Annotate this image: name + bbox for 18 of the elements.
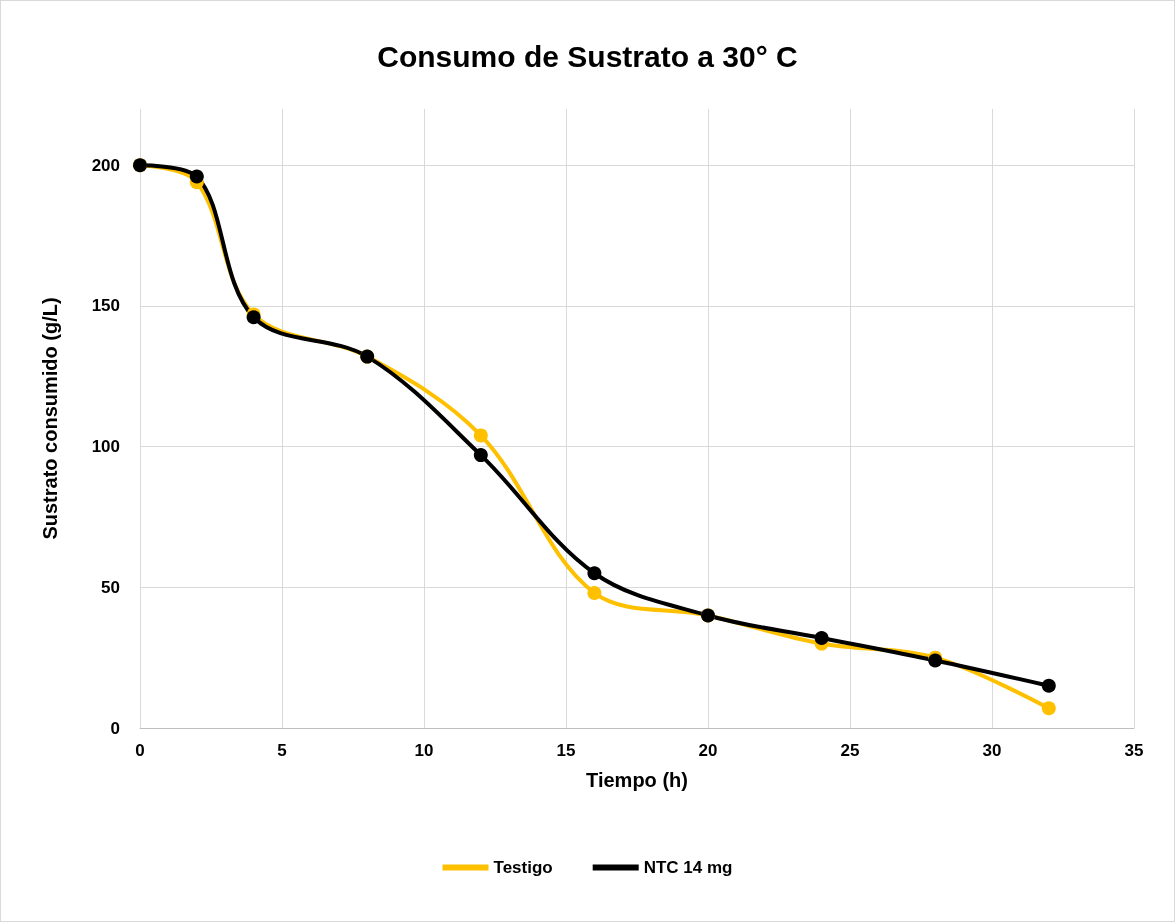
x-tick-label: 15 bbox=[556, 741, 576, 760]
y-tick-label: 50 bbox=[101, 577, 120, 597]
x-tick-label: 10 bbox=[414, 741, 434, 760]
x-axis-title: Tiempo (h) bbox=[586, 769, 688, 791]
chart-title: Consumo de Sustrato a 30° C bbox=[377, 39, 798, 73]
y-tick-label: 0 bbox=[110, 718, 120, 738]
x-tick-label: 25 bbox=[840, 741, 860, 760]
y-tick-label: 150 bbox=[91, 296, 120, 316]
y-axis-title: Sustrato consumido (g/L) bbox=[39, 297, 61, 540]
x-tick-label: 35 bbox=[1124, 741, 1144, 760]
legend-label: Testigo bbox=[493, 858, 553, 877]
legend-label: NTC 14 mg bbox=[643, 858, 733, 877]
x-tick-label: 0 bbox=[135, 741, 145, 760]
x-tick-label: 5 bbox=[277, 741, 287, 760]
y-tick-label: 100 bbox=[91, 437, 120, 457]
x-tick-label: 30 bbox=[982, 741, 1002, 760]
y-tick-label: 200 bbox=[91, 155, 120, 175]
x-tick-label: 20 bbox=[698, 741, 718, 760]
